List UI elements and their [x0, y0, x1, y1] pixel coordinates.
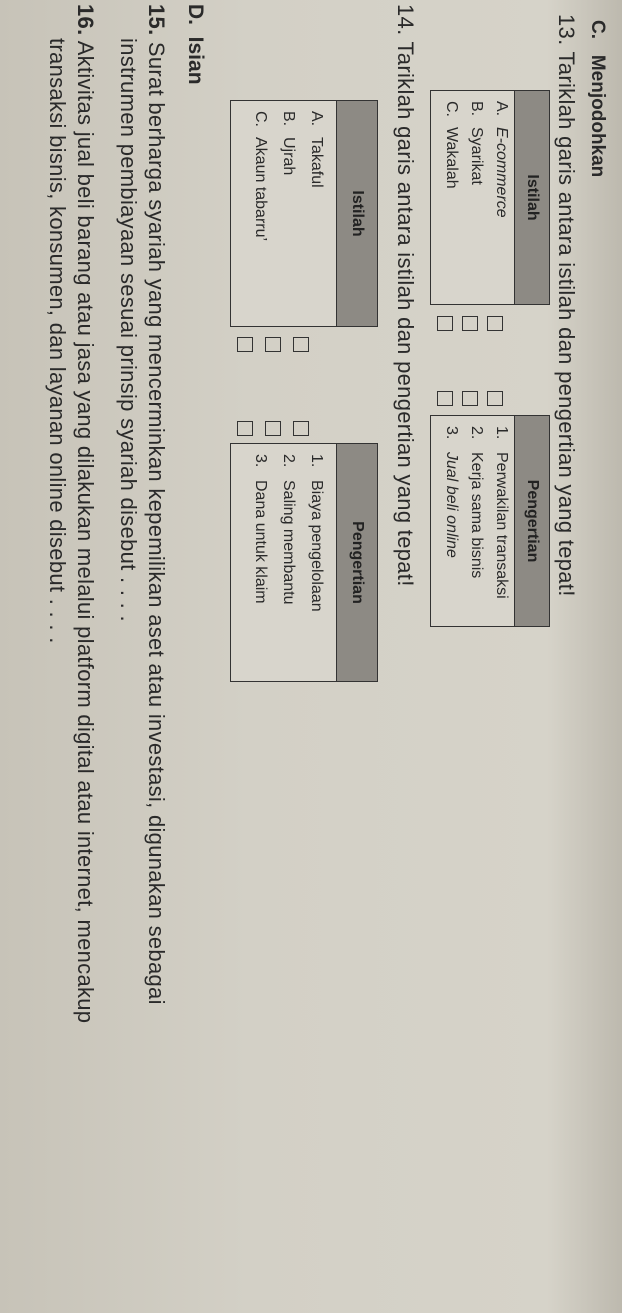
- row-key: B.: [280, 111, 297, 127]
- match-checkbox[interactable]: [462, 391, 478, 406]
- question-text: Aktivitas jual beli barang atau jasa yan…: [73, 40, 98, 1024]
- section-title: Menjodohkan: [587, 54, 608, 178]
- table-header: Pengertian: [336, 444, 377, 681]
- section-label: C.: [587, 20, 608, 39]
- question-number: 13.: [554, 14, 579, 46]
- match-checkbox[interactable]: [293, 337, 309, 352]
- question-number: 16.: [73, 4, 98, 36]
- question-text: Tariklah garis antara istilah dan penger…: [393, 41, 418, 587]
- match-checkbox[interactable]: [265, 337, 281, 352]
- row-key: A.: [493, 101, 510, 117]
- table-row: C. Akaun tabarru’: [246, 101, 274, 326]
- match-checkbox[interactable]: [462, 316, 478, 331]
- question-16: 16. Aktivitas jual beli barang atau jasa…: [72, 4, 98, 1023]
- table-row: B. Syarikat: [464, 91, 489, 304]
- row-text: Jual beli online: [443, 452, 460, 558]
- row-text: Biaya pengelolaan: [308, 480, 325, 612]
- question-text: Surat berharga syariah yang mencerminkan…: [144, 41, 169, 1005]
- question-text: Tariklah garis antara istilah dan penger…: [554, 51, 579, 597]
- row-text: Wakalah: [443, 127, 460, 189]
- section-label: D.: [184, 4, 207, 25]
- row-text: Kerja sama bisnis: [468, 452, 485, 579]
- question-15: 15. Surat berharga syariah yang mencermi…: [143, 4, 169, 1005]
- row-key: C.: [252, 111, 269, 127]
- row-key: 3.: [252, 454, 269, 468]
- match-checkbox[interactable]: [293, 421, 309, 436]
- row-text: E-commerce: [493, 127, 510, 218]
- table-row: 3. Dana untuk klaim: [246, 444, 274, 681]
- row-text: Saling membantu: [280, 480, 297, 605]
- row-key: C.: [443, 101, 460, 117]
- row-key: A.: [308, 111, 325, 127]
- section-title: Isian: [184, 36, 207, 85]
- row-text: Dana untuk klaim: [252, 480, 269, 604]
- section-c-heading: C. Menjodohkan: [586, 20, 608, 177]
- q14-istilah-table: Istilah A. Takaful B. Ujrah C. Akaun tabarr…: [230, 100, 378, 327]
- match-checkbox[interactable]: [265, 421, 281, 436]
- row-key: 2.: [280, 454, 297, 468]
- section-d-heading: D. Isian: [183, 4, 207, 85]
- row-key: 3.: [443, 426, 460, 440]
- table-row: A. Takaful: [302, 101, 330, 326]
- question-15-continuation: instrumen pembiayaan sesuai prinsip syar…: [116, 38, 141, 622]
- table-row: 2. Saling membantu: [274, 444, 302, 681]
- row-text: Perwakilan transaksi: [493, 452, 510, 599]
- row-text: Ujrah: [280, 137, 297, 176]
- row-key: 1.: [308, 454, 325, 468]
- row-text: Syarikat: [468, 127, 485, 185]
- row-text: Takaful: [308, 137, 325, 188]
- row-key: 1.: [493, 426, 510, 440]
- table-row: B. Ujrah: [274, 101, 302, 326]
- q14-pengertian-table: Pengertian 1. Biaya pengelolaan 2. Saling …: [230, 443, 378, 682]
- match-checkbox[interactable]: [487, 316, 503, 331]
- table-header: Istilah: [514, 91, 549, 304]
- question-13: 13. Tariklah garis antara istilah dan pe…: [553, 14, 579, 597]
- question-number: 15.: [144, 4, 169, 36]
- question-14: 14. Tariklah garis antara istilah dan pe…: [392, 4, 418, 587]
- match-checkbox[interactable]: [237, 421, 253, 436]
- match-checkbox[interactable]: [487, 391, 503, 406]
- q13-istilah-table: Istilah A. E-commerce B. Syarikat C. Wakala…: [430, 90, 550, 305]
- question-number: 14.: [393, 4, 418, 36]
- q13-pengertian-table: Pengertian 1. Perwakilan transaksi 2. Kerj…: [430, 415, 550, 627]
- table-row: 2. Kerja sama bisnis: [464, 416, 489, 626]
- row-key: B.: [468, 101, 485, 117]
- table-row: C. Wakalah: [439, 91, 464, 304]
- table-row: 3. Jual beli online: [439, 416, 464, 626]
- row-text: Akaun tabarru’: [252, 137, 269, 242]
- table-row: 1. Perwakilan transaksi: [489, 416, 514, 626]
- table-row: A. E-commerce: [489, 91, 514, 304]
- match-checkbox[interactable]: [437, 391, 453, 406]
- match-checkbox[interactable]: [437, 316, 453, 331]
- match-checkbox[interactable]: [237, 337, 253, 352]
- table-header: Istilah: [336, 101, 377, 326]
- table-row: 1. Biaya pengelolaan: [302, 444, 330, 681]
- row-key: 2.: [468, 426, 485, 440]
- table-header: Pengertian: [514, 416, 549, 626]
- question-16-continuation: transaksi bisnis, konsumen, dan layanan …: [45, 38, 70, 644]
